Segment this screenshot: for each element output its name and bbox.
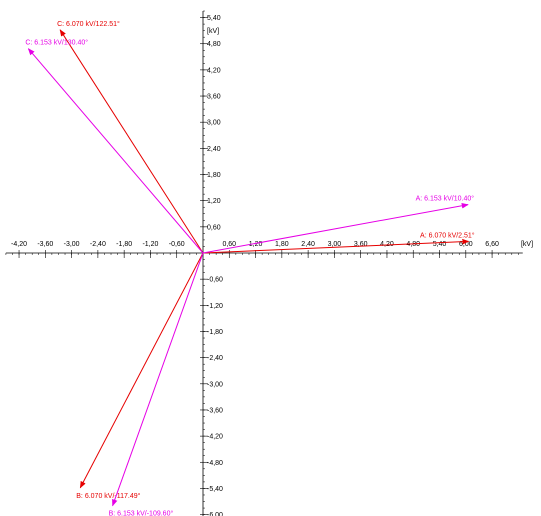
y-tick-label: 5,40 [207,15,221,22]
phasor-c-magenta-label: C: 6.153 kV/130.40° [25,39,88,47]
x-tick-label: 1,20 [249,241,263,248]
x-tick-label: 3,60 [354,241,368,248]
x-tick-label: -3,60 [37,241,53,248]
x-tick-label: 4,80 [406,241,420,248]
x-tick-label: -1,20 [142,241,158,248]
phasor-b-magenta-label: B: 6.153 kV/-109.60° [109,510,174,516]
y-axis-unit: [kV] [207,28,219,35]
y-tick-label: 4,20 [207,67,221,74]
x-tick-label: 1,80 [275,241,289,248]
phasor-c-red-arrow [59,29,204,254]
x-tick-label: -3,00 [64,241,80,248]
phasor-a-red-arrow [202,238,470,254]
x-tick-label: -2,40 [90,241,106,248]
y-tick-label: 3,60 [207,94,221,101]
x-tick-label: 2,40 [301,241,315,248]
y-tick-label: 1,20 [207,198,221,205]
y-tick-label: -5,40 [207,486,223,493]
phasor-b-magenta-arrow [112,252,204,507]
y-tick-label: 0,60 [207,224,221,231]
x-tick-label: -4,20 [11,241,27,248]
y-tick-label: 4,80 [207,41,221,48]
x-tick-label: 6,00 [459,241,473,248]
y-tick-label: 3,00 [207,120,221,127]
y-tick-label: -0,60 [207,277,223,284]
x-tick-label: -1,80 [116,241,132,248]
y-tick-label: -2,40 [207,355,223,362]
y-tick-label: 1,80 [207,172,221,179]
x-tick-label: 5,40 [433,241,447,248]
x-tick-label: -0,60 [169,241,185,248]
axes: -4,20 -3,60 -3,00 -2,40 -1,80 -1,20 -0,60 0,60 1… [5,10,533,516]
phasor-a-magenta-arrow [202,202,469,254]
phasor-b-red-arrow [79,252,204,489]
y-tick-label: -3,00 [207,381,223,388]
y-tick-label: -1,20 [207,303,223,310]
y-tick-label: -1,80 [207,329,223,336]
x-tick-label: 0,60 [222,241,236,248]
phasor-c-red-label: C: 6.070 kV/122.51° [57,20,120,28]
y-tick-label: -4,80 [207,460,223,467]
phasor-b-red-label: B: 6.070 kV/-117.49° [76,492,140,500]
x-axis-unit: [kV] [521,241,533,248]
y-tick-label: -3,60 [207,407,223,414]
phasor-a-magenta-label: A: 6.153 kV/10.40° [416,195,475,203]
phasor-a-red-label: A: 6.070 kV/2.51° [420,231,475,239]
y-tick-label: -6,00 [207,512,223,516]
x-tick-label: 6,60 [485,241,499,248]
phasor-c-magenta-arrow [27,48,204,254]
x-tick-label: 3,00 [328,241,342,248]
phasors: A: 6.070 kV/2.51° B: 6.070 kV/-117.49° C: … [25,20,474,516]
y-tick-label: -4,20 [207,434,223,441]
y-tick-label: 2,40 [207,146,221,153]
